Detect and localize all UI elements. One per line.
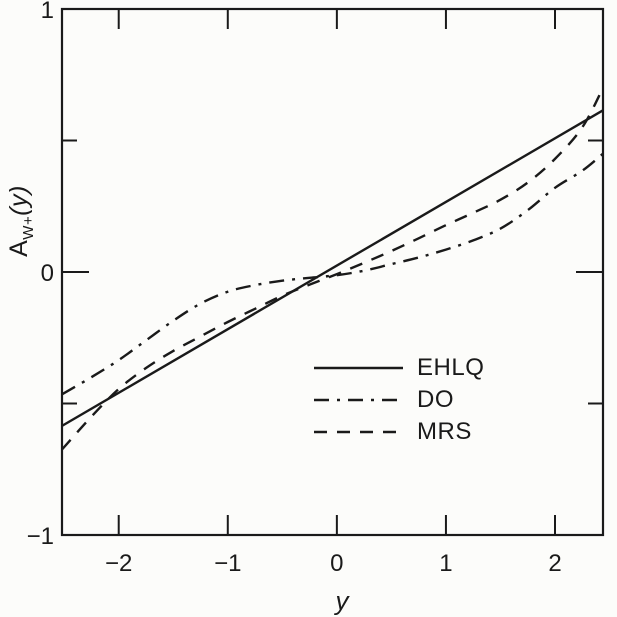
legend-line-dashed-icon [314, 430, 403, 434]
curve-mrs [61, 87, 605, 451]
legend-item-ehlq: EHLQ [313, 352, 484, 384]
legend-line-solid-icon [314, 366, 403, 370]
x-tick-label: 2 [548, 550, 561, 577]
x-tick-label: 1 [439, 550, 452, 577]
y-axis-title-subscript: W+ [20, 215, 37, 240]
x-tick-label: 0 [330, 550, 343, 577]
y-tick-label: 0 [41, 260, 54, 287]
legend-label-do: DO [417, 386, 454, 413]
curve-ehlq [61, 109, 604, 427]
legend-item-do: DO [313, 384, 484, 416]
y-axis-title-base: A [5, 239, 33, 257]
y-tick-label: −1 [27, 523, 54, 550]
legend-line-dashdot-icon [314, 398, 403, 402]
y-axis-title: AW+(y) [5, 185, 37, 257]
y-axis-title-argument: (y) [5, 185, 33, 216]
x-tick-label: −2 [105, 550, 132, 577]
legend-label-mrs: MRS [417, 418, 472, 445]
plot-frame [60, 7, 605, 537]
legend: EHLQ DO MRS [313, 352, 484, 448]
x-axis-title: y [335, 585, 349, 616]
y-tick-label: 1 [41, 0, 54, 24]
legend-item-mrs: MRS [313, 416, 484, 448]
legend-label-ehlq: EHLQ [417, 354, 485, 381]
x-tick-label: −1 [214, 550, 241, 577]
